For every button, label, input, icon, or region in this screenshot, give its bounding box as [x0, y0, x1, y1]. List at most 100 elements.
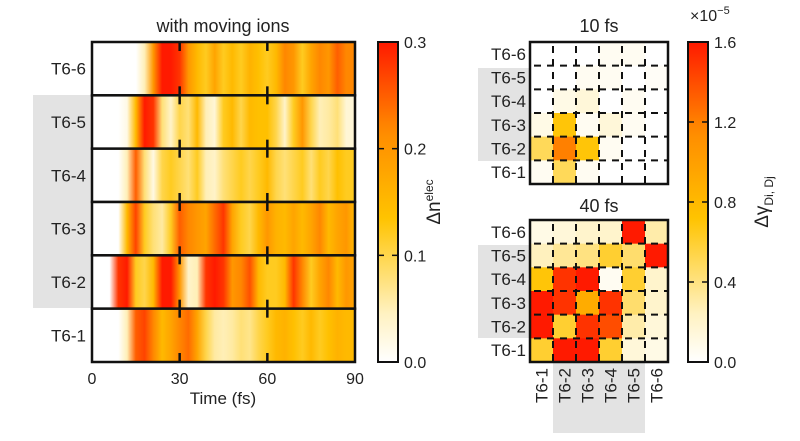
cell-t6-4-t6-5 — [622, 89, 646, 114]
cell-t6-3-t6-4 — [599, 113, 623, 138]
cell-t6-6-t6-2 — [553, 220, 577, 245]
heatmap-row-t6-1 — [90, 307, 357, 364]
cell-t6-5-t6-1 — [530, 243, 554, 268]
row-label: T6-6 — [491, 223, 526, 242]
highlight-band-cols — [553, 363, 645, 433]
heatmap-10fs: T6-6 T6-5 T6-4 T6-3 T6-2 T6-1 — [491, 40, 670, 186]
cell-t6-3-t6-3 — [576, 113, 600, 138]
cell-t6-1-t6-3 — [576, 160, 600, 185]
heatmap-row-t6-6 — [90, 40, 357, 97]
cell-t6-5-t6-4 — [599, 243, 623, 268]
left-heatmap — [90, 40, 357, 364]
cell-t6-5-t6-3 — [576, 65, 600, 90]
colorbar-tick-label: 0.8 — [714, 195, 736, 212]
row-label: T6-4 — [491, 92, 526, 111]
highlight-band-left — [33, 95, 91, 308]
row-label: T6-3 — [491, 116, 526, 135]
heatmap-row-t6-3 — [90, 200, 357, 257]
cell-t6-6-t6-5 — [622, 220, 646, 245]
cell-t6-6-t6-5 — [622, 42, 646, 67]
cell-t6-2-t6-4 — [599, 314, 623, 339]
matrix-frame — [528, 40, 670, 186]
highlight-band-right — [478, 68, 529, 161]
row-label: T6-1 — [491, 341, 526, 360]
cell-t6-4-t6-4 — [599, 89, 623, 114]
row-label: T6-5 — [491, 69, 526, 88]
cell-t6-4-t6-1 — [530, 89, 554, 114]
colorbar-tick-label: 0.0 — [714, 355, 736, 372]
colorbar-left — [377, 41, 399, 363]
cell-t6-1-t6-2 — [553, 338, 577, 363]
heatmap-row-t6-2 — [90, 254, 357, 310]
colorbar-multiplier: ×10−5 — [690, 5, 730, 25]
row-label: T6-1 — [51, 326, 86, 345]
cell-t6-1-t6-5 — [622, 160, 646, 185]
cell-t6-6-t6-6 — [645, 42, 669, 67]
cell-t6-2-t6-5 — [622, 136, 646, 161]
left-row-labels: T6-6 T6-5 T6-4 T6-3 T6-2 T6-1 — [51, 60, 86, 346]
colorbar-tick-label: 1.6 — [714, 35, 736, 52]
cell-t6-5-t6-4 — [599, 65, 623, 90]
cell-t6-1-t6-6 — [645, 338, 669, 363]
cell-t6-4-t6-6 — [645, 89, 669, 114]
cell-t6-5-t6-6 — [645, 243, 669, 268]
cell-t6-6-t6-3 — [576, 42, 600, 67]
cell-t6-2-t6-1 — [530, 314, 554, 339]
row-label: T6-2 — [491, 318, 526, 337]
cell-t6-2-t6-1 — [530, 136, 554, 161]
colorbar-tick-label: 1.2 — [714, 115, 736, 132]
colorbar-left-label: Δnelec — [422, 179, 445, 224]
cell-t6-6-t6-6 — [645, 220, 669, 245]
x-tick-label: 0 — [88, 371, 97, 388]
cell-t6-3-t6-6 — [645, 291, 669, 316]
left-x-axis: 0 30 60 90 — [88, 371, 364, 388]
cell-t6-6-t6-3 — [576, 220, 600, 245]
colorbar-tick-label: 0.1 — [404, 248, 426, 265]
x-tick-label: 30 — [171, 371, 189, 388]
cell-t6-2-t6-2 — [553, 314, 577, 339]
highlight-band-right-b — [478, 245, 529, 338]
cell-t6-5-t6-2 — [553, 243, 577, 268]
cell-t6-4-t6-3 — [576, 89, 600, 114]
cell-t6-6-t6-1 — [530, 220, 554, 245]
cell-t6-4-t6-2 — [553, 89, 577, 114]
cell-t6-4-t6-4 — [599, 267, 623, 292]
row-label: T6-5 — [51, 113, 86, 132]
row-label: T6-2 — [491, 140, 526, 159]
cell-t6-5-t6-5 — [622, 243, 646, 268]
cell-t6-3-t6-2 — [553, 113, 577, 138]
x-axis-label: Time (fs) — [190, 389, 256, 408]
col-label: T6-5 — [625, 368, 644, 403]
cell-t6-3-t6-2 — [553, 291, 577, 316]
cell-t6-2-t6-2 — [553, 136, 577, 161]
row-label: T6-3 — [491, 294, 526, 313]
cell-t6-6-t6-2 — [553, 42, 577, 67]
colorbar-right-ticks: 0.0 0.4 0.8 1.2 1.6 — [688, 35, 736, 372]
cell-t6-2-t6-6 — [645, 314, 669, 339]
heatmap-row-t6-5 — [90, 94, 357, 150]
heatmap-40fs: T6-6T6-5T6-4T6-3T6-2T6-1T6-1 T6-2 T6-3 T6-4… — [491, 218, 670, 403]
cell-t6-3-t6-6 — [645, 113, 669, 138]
cell-t6-4-t6-1 — [530, 267, 554, 292]
cell-t6-1-t6-4 — [599, 160, 623, 185]
row-label: T6-6 — [51, 60, 86, 79]
row-label: T6-5 — [491, 247, 526, 266]
col-label: T6-1 — [533, 368, 552, 403]
cell-t6-2-t6-3 — [576, 136, 600, 161]
col-label: T6-2 — [556, 368, 575, 403]
cell-t6-3-t6-1 — [530, 113, 554, 138]
cell-t6-6-t6-1 — [530, 42, 554, 67]
cell-t6-2-t6-3 — [576, 314, 600, 339]
matrix-frame — [528, 218, 670, 364]
cell-t6-4-t6-3 — [576, 267, 600, 292]
row-label: T6-4 — [491, 270, 526, 289]
cell-t6-2-t6-5 — [622, 314, 646, 339]
cell-t6-2-t6-4 — [599, 136, 623, 161]
colorbar-left-ticks: 0.0 0.1 0.2 0.3 — [378, 35, 426, 372]
cell-t6-5-t6-5 — [622, 65, 646, 90]
colorbar-tick-label: 0.0 — [404, 355, 426, 372]
right-bottom-title: 40 fs — [579, 196, 618, 216]
colorbar-tick-label: 0.3 — [404, 35, 426, 52]
col-label: T6-3 — [579, 368, 598, 403]
cell-t6-1-t6-1 — [530, 338, 554, 363]
